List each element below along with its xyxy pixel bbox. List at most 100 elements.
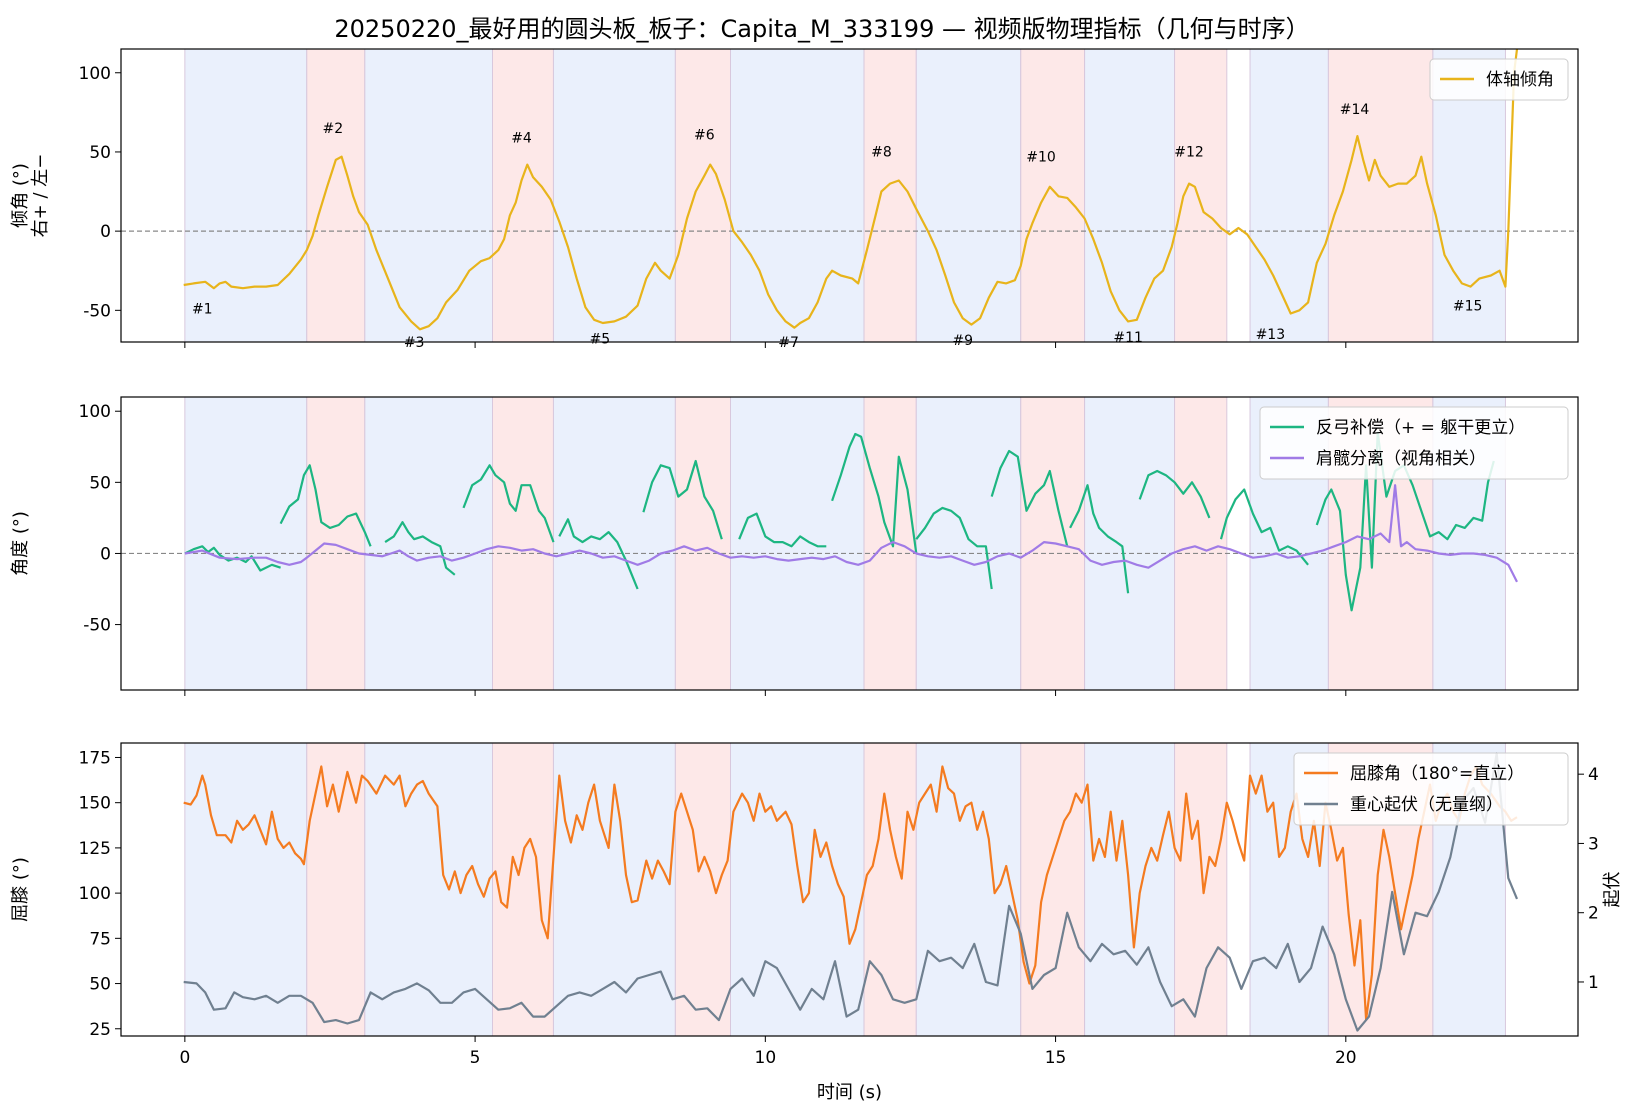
y-right-tick-label: 2 <box>1588 904 1599 924</box>
y-tick-label: -50 <box>83 301 111 321</box>
turn-band-left <box>730 49 865 342</box>
turn-band-left <box>1084 49 1175 342</box>
turn-band-right <box>1020 743 1085 1036</box>
y-axis-label: 右+ / 左− <box>30 154 51 238</box>
y-tick-label: 100 <box>79 884 111 904</box>
series-line-compensation <box>184 545 281 572</box>
x-tick-label: 5 <box>470 1048 481 1068</box>
panels-group: #1 #2 #3 #4 #5 #6 #7 #8 #9 #10 #11 #12 #13 #14 #15 -50 0… <box>10 48 1623 1103</box>
turn-band-left <box>364 397 493 690</box>
legend-box <box>1429 58 1569 101</box>
turn-label: #8 <box>871 145 892 161</box>
x-tick-label: 0 <box>179 1048 190 1068</box>
x-tick-label: 15 <box>1045 1048 1067 1068</box>
turn-label: #5 <box>590 332 611 348</box>
legend: 反弓补偿（+ = 躯干更立） 肩髋分离（视角相关） <box>1259 406 1569 480</box>
legend-label: 体轴倾角 <box>1486 70 1554 90</box>
turn-label: #1 <box>192 301 213 317</box>
y-tick-label: 75 <box>89 929 111 949</box>
axes-frame <box>120 742 1579 1037</box>
turn-band-right <box>1020 49 1085 342</box>
turn-label: #11 <box>1113 330 1143 346</box>
series-line-compensation <box>1138 469 1211 519</box>
y-tick-label: 50 <box>89 143 111 163</box>
series-line-compensation <box>558 518 639 590</box>
legend: 体轴倾角 <box>1429 58 1569 101</box>
y-tick-label: 175 <box>79 748 111 768</box>
turn-label: #10 <box>1026 149 1056 165</box>
turn-shading <box>184 49 1506 342</box>
turn-band-right <box>492 743 554 1036</box>
series-line-compensation <box>990 449 1069 547</box>
turn-band-left <box>364 743 493 1036</box>
turn-band-left <box>730 743 865 1036</box>
turn-band-right <box>306 397 365 690</box>
series-lines <box>183 49 1519 331</box>
legend-box <box>1293 752 1569 826</box>
y-tick-label: 100 <box>79 64 111 84</box>
figure-title: 20250220_最好用的圆头板_板子：Capita_M_333199 — 视频… <box>334 15 1309 43</box>
y-tick-label: -50 <box>83 616 111 636</box>
x-tick-label: 10 <box>755 1048 777 1068</box>
legend-box <box>1259 406 1569 480</box>
panel-tilt: #1 #2 #3 #4 #5 #6 #7 #8 #9 #10 #11 #12 #13 #14 #15 -50 0… <box>10 48 1579 351</box>
legend-label: 肩髋分离（视角相关） <box>1316 449 1486 469</box>
turn-label: #14 <box>1340 102 1370 118</box>
series-line-compensation <box>462 464 555 543</box>
turn-band-left <box>184 397 307 690</box>
turn-band-left <box>553 397 676 690</box>
turn-band-right <box>306 743 365 1036</box>
x-axis-label: 时间 (s) <box>817 1082 882 1103</box>
turn-band-right <box>864 743 917 1036</box>
y-right-tick-label: 1 <box>1588 973 1599 993</box>
turn-label: #6 <box>694 127 715 143</box>
axes-frame <box>120 48 1579 343</box>
series-line-compensation <box>1069 484 1130 594</box>
turn-band-right <box>1174 743 1227 1036</box>
turn-label: #12 <box>1174 145 1204 161</box>
series-line-com <box>183 752 1519 1032</box>
y-tick-label: 25 <box>89 1020 111 1040</box>
y-axis-label: 倾角 (°) <box>10 163 31 228</box>
series-line-shoulder_hip <box>184 484 1518 583</box>
axes-frame <box>120 396 1579 691</box>
series-line-compensation <box>915 506 993 590</box>
turn-label: #3 <box>404 335 425 351</box>
series-line-compensation <box>279 464 372 547</box>
turn-band-left <box>184 49 307 342</box>
turn-band-right <box>492 49 554 342</box>
y-axis-label: 角度 (°) <box>10 511 31 576</box>
x-tick-label: 20 <box>1335 1048 1357 1068</box>
turn-label: #13 <box>1256 327 1286 343</box>
y-right-tick-label: 4 <box>1588 765 1599 785</box>
series-line-compensation <box>1219 488 1309 566</box>
y-tick-label: 0 <box>100 544 111 564</box>
turn-band-right <box>675 397 731 690</box>
turn-band-left <box>916 397 1021 690</box>
y-tick-label: 50 <box>89 975 111 995</box>
turn-label: #2 <box>323 121 344 137</box>
y-tick-label: 125 <box>79 839 111 859</box>
y-tick-label: 50 <box>89 473 111 493</box>
turn-band-right <box>1174 49 1227 342</box>
y-tick-label: 150 <box>79 794 111 814</box>
panel-angles: -50 0 50 100 角度 (°) 反弓补偿（+ = 躯干更立） 肩髋分离（视角相关） <box>10 396 1579 696</box>
series-line-tilt <box>183 49 1519 331</box>
turn-label: #15 <box>1453 298 1483 314</box>
turn-band-right <box>492 397 554 690</box>
y-right-tick-label: 3 <box>1588 834 1599 854</box>
turn-band-left <box>1084 397 1175 690</box>
legend-label: 重心起伏（无量纲） <box>1350 795 1503 815</box>
panel-knee: 25 50 75 100 125 150 175 1 2 3 4 起伏 0 5 10 15 20 时间 (s) 屈膝… <box>10 742 1623 1103</box>
turn-band-right <box>675 49 731 342</box>
legend-label: 反弓补偿（+ = 躯干更立） <box>1316 418 1525 438</box>
turn-band-left <box>1250 49 1329 342</box>
turn-band-left <box>916 49 1021 342</box>
turn-band-right <box>1328 49 1433 342</box>
series-line-compensation <box>738 512 827 548</box>
legend-label: 屈膝角（180°=直立） <box>1350 764 1524 784</box>
turn-band-right <box>306 49 365 342</box>
series-line-compensation <box>831 432 918 554</box>
